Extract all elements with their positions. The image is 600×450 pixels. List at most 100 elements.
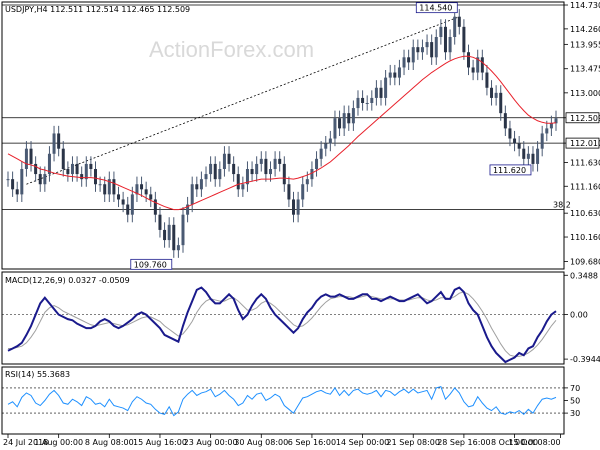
candle-body bbox=[443, 26, 447, 53]
candle-body bbox=[494, 92, 498, 98]
candle-body bbox=[328, 138, 332, 144]
rsi-panel-frame bbox=[1, 366, 565, 435]
candle-body bbox=[356, 97, 360, 109]
price-panel: ActionForex.com USDJPY,H4 112.511 112.51… bbox=[1, 1, 600, 270]
macd-y-tick-label: 0.00 bbox=[570, 311, 588, 320]
candle-body bbox=[209, 163, 213, 175]
candle-body bbox=[80, 174, 84, 180]
candle-body bbox=[301, 184, 305, 200]
y-tick-label: 111.630 bbox=[570, 158, 600, 167]
candle-body bbox=[38, 174, 42, 185]
candle-body bbox=[15, 189, 19, 195]
candle-body bbox=[163, 229, 167, 241]
candle-body bbox=[11, 179, 15, 190]
candle-body bbox=[218, 169, 222, 180]
x-tick-label: 8 Oct 00:00 bbox=[491, 438, 538, 447]
candle-body bbox=[213, 163, 217, 180]
candle-body bbox=[98, 184, 102, 186]
candle-body bbox=[52, 133, 56, 154]
candle-body bbox=[448, 37, 452, 53]
price-annotation-label: 111.620 bbox=[493, 166, 526, 175]
candle-body bbox=[411, 47, 415, 63]
candle-body bbox=[467, 52, 471, 68]
price-annotation-label: 114.540 bbox=[419, 4, 452, 13]
x-tick-label: 30 Aug 08:00 bbox=[234, 438, 288, 447]
x-tick-label: 6 Sep 16:00 bbox=[288, 438, 336, 447]
price-annotation-label: 109.760 bbox=[134, 260, 167, 269]
x-tick-label: 21 Sep 08:00 bbox=[387, 438, 440, 447]
candle-body bbox=[112, 179, 116, 195]
candle-body bbox=[126, 204, 130, 215]
candle-body bbox=[264, 158, 268, 175]
candle-body bbox=[66, 169, 70, 175]
candle-body bbox=[34, 163, 38, 175]
candle-body bbox=[255, 163, 259, 175]
candle-body bbox=[278, 158, 282, 164]
candle-body bbox=[508, 128, 512, 139]
y-tick-label: 114.260 bbox=[570, 25, 600, 34]
rsi-panel: RSI(14) 55.3683 70 50 30 bbox=[1, 366, 580, 435]
candle-body bbox=[315, 158, 319, 169]
candle-body bbox=[292, 199, 296, 215]
price-annotations: 114.540 111.620 109.760 bbox=[130, 2, 532, 270]
candle-body bbox=[153, 199, 157, 215]
candle-body bbox=[485, 72, 489, 88]
candle-body bbox=[296, 199, 300, 215]
candle-body bbox=[61, 148, 65, 169]
price-y-axis: 114.730 114.260 113.955 113.475 113.000 112.5… bbox=[564, 1, 600, 266]
candle-body bbox=[236, 174, 240, 190]
x-tick-label: 8 Aug 08:00 bbox=[85, 438, 134, 447]
candle-body bbox=[84, 163, 88, 180]
candle-body bbox=[499, 92, 503, 114]
y-tick-label: 112.509 bbox=[570, 114, 600, 123]
candle-body bbox=[6, 179, 10, 181]
candle-body bbox=[319, 148, 323, 159]
candle-body bbox=[117, 194, 121, 200]
x-tick-label: 28 Sep 16:00 bbox=[437, 438, 490, 447]
candle-body bbox=[24, 148, 28, 169]
rsi-lines bbox=[2, 386, 564, 417]
candle-body bbox=[107, 179, 111, 195]
y-tick-label: 110.160 bbox=[570, 233, 600, 242]
candle-body bbox=[324, 143, 328, 149]
candle-body bbox=[374, 87, 378, 98]
macd-panel: MACD(12,26,9) 0.0327 -0.0509 0.3488 0.00 -… bbox=[1, 271, 600, 365]
candle-body bbox=[425, 42, 429, 48]
candle-body bbox=[20, 169, 24, 195]
candle-body bbox=[241, 184, 245, 190]
y-tick-label: 111.160 bbox=[570, 182, 600, 191]
macd-y-tick-label: 0.3488 bbox=[570, 271, 598, 280]
candle-body bbox=[388, 72, 392, 78]
candle-body bbox=[199, 179, 203, 190]
macd-lines bbox=[2, 286, 564, 364]
candle-body bbox=[287, 184, 291, 200]
candle-body bbox=[70, 163, 74, 175]
candle-body bbox=[47, 153, 51, 175]
macd-panel-frame bbox=[1, 271, 565, 365]
rsi-title: RSI(14) 55.3683 bbox=[5, 370, 70, 379]
fib-level-label: 38.2 bbox=[553, 201, 571, 210]
moving-average bbox=[7, 55, 557, 211]
macd-y-tick-label: -0.3944 bbox=[570, 355, 600, 364]
candle-body bbox=[397, 67, 401, 78]
rsi-y-tick-label: 30 bbox=[570, 409, 580, 418]
price-horizontal-lines: 38.2 bbox=[2, 4, 571, 210]
candle-body bbox=[250, 169, 254, 175]
price-candles bbox=[6, 9, 558, 258]
candle-body bbox=[490, 87, 494, 98]
price-panel-frame bbox=[1, 1, 565, 270]
candle-body bbox=[29, 148, 33, 164]
watermark: ActionForex.com bbox=[149, 37, 314, 62]
price-annotation-box bbox=[415, 2, 458, 14]
candle-body bbox=[232, 163, 236, 175]
y-tick-label: 110.630 bbox=[570, 209, 600, 218]
candle-body bbox=[103, 184, 107, 195]
price-title: USDJPY,H4 112.511 112.514 112.465 112.50… bbox=[5, 5, 190, 14]
candle-body bbox=[75, 163, 79, 175]
candle-body bbox=[268, 169, 272, 175]
candle-body bbox=[471, 67, 475, 73]
x-tick-label: 24 Jul 2018 bbox=[3, 438, 48, 447]
candle-body bbox=[420, 47, 424, 53]
candle-body bbox=[273, 158, 277, 169]
x-tick-label: 23 Aug 00:00 bbox=[184, 438, 238, 447]
